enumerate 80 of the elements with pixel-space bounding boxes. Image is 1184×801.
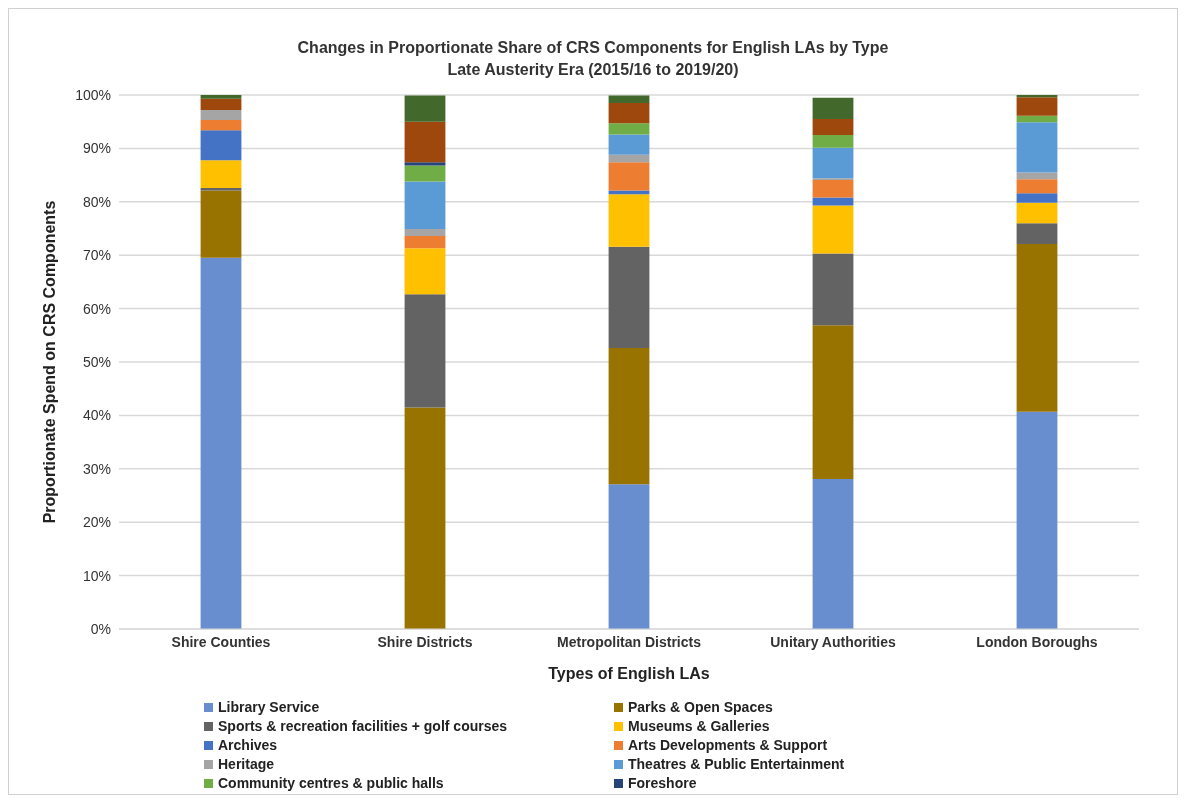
bar bbox=[1016, 172, 1058, 180]
legend-label: Community centres & public halls bbox=[218, 775, 444, 791]
bar bbox=[200, 187, 242, 191]
x-tick-label: Metropolitan Districts bbox=[557, 633, 702, 650]
bar bbox=[404, 229, 446, 236]
bar bbox=[608, 134, 650, 155]
bar bbox=[200, 257, 242, 629]
bar bbox=[200, 95, 242, 99]
bar bbox=[608, 103, 650, 124]
bar bbox=[608, 123, 650, 135]
bar bbox=[1016, 202, 1058, 224]
bar bbox=[1016, 115, 1058, 123]
y-tick-label: 0% bbox=[90, 620, 111, 637]
bar bbox=[608, 484, 650, 629]
bar bbox=[404, 248, 446, 295]
legend-label: Archives bbox=[218, 737, 278, 753]
bar bbox=[812, 325, 854, 479]
legend-label: Sports & recreation facilities + golf courses bbox=[218, 718, 508, 734]
bar bbox=[1016, 193, 1058, 203]
bar bbox=[812, 197, 854, 206]
bar bbox=[608, 162, 650, 191]
y-axis-title: Proportionate Spend on CRS Components bbox=[40, 200, 58, 524]
y-tick-label: 40% bbox=[82, 407, 111, 424]
legend-label: Library Service bbox=[218, 699, 320, 715]
bar bbox=[1016, 179, 1058, 194]
x-axis-title: Types of English LAs bbox=[548, 665, 710, 682]
x-tick-label: Unitary Authorities bbox=[770, 633, 896, 650]
bar bbox=[812, 119, 854, 136]
legend-label: Arts Developments & Support bbox=[628, 737, 828, 753]
bar bbox=[200, 98, 242, 110]
y-tick-label: 30% bbox=[82, 460, 111, 477]
y-tick-label: 80% bbox=[82, 193, 111, 210]
bar bbox=[608, 194, 650, 247]
bar bbox=[812, 205, 854, 254]
bar bbox=[404, 95, 446, 122]
bar bbox=[812, 135, 854, 148]
y-tick-label: 70% bbox=[82, 247, 111, 264]
legend-label: Foreshore bbox=[628, 775, 697, 791]
y-tick-label: 20% bbox=[82, 514, 111, 531]
bar bbox=[404, 407, 446, 629]
legend-label: Parks & Open Spaces bbox=[628, 699, 773, 715]
y-tick-label: 10% bbox=[82, 567, 111, 584]
bar bbox=[812, 253, 854, 326]
bar bbox=[1016, 97, 1058, 116]
bar bbox=[404, 181, 446, 230]
bar bbox=[1016, 223, 1058, 244]
x-tick-label: Shire Counties bbox=[171, 633, 271, 650]
chart-title: Changes in Proportionate Share of CRS Components for English LAs by Type bbox=[296, 38, 890, 58]
bar bbox=[404, 121, 446, 163]
bar bbox=[812, 179, 854, 198]
legend-label: Theatres & Public Entertainment bbox=[628, 756, 845, 772]
bar bbox=[200, 109, 242, 121]
legend-label: Museums & Galleries bbox=[628, 718, 770, 734]
bar bbox=[812, 478, 854, 629]
bar bbox=[1016, 411, 1058, 629]
bar bbox=[200, 160, 242, 188]
y-tick-label: 90% bbox=[82, 140, 111, 157]
y-tick-label: 100% bbox=[75, 86, 111, 103]
bar bbox=[1016, 243, 1058, 412]
y-tick-label: 50% bbox=[82, 353, 111, 370]
bar bbox=[608, 95, 650, 104]
bar bbox=[200, 130, 242, 161]
bar bbox=[1016, 122, 1058, 173]
bar bbox=[812, 147, 854, 179]
bar bbox=[608, 348, 650, 485]
bar bbox=[812, 97, 854, 120]
legend-label: Heritage bbox=[218, 756, 275, 772]
bar bbox=[404, 162, 446, 166]
chart-subtitle: Late Austerity Era (2015/16 to 2019/20) bbox=[446, 60, 740, 80]
bar bbox=[404, 235, 446, 249]
bar bbox=[200, 120, 242, 131]
bar bbox=[404, 294, 446, 408]
bar bbox=[608, 154, 650, 163]
bar bbox=[1016, 95, 1058, 98]
bar bbox=[608, 246, 650, 349]
x-tick-label: London Boroughs bbox=[976, 633, 1098, 650]
y-tick-label: 60% bbox=[82, 300, 111, 317]
bar bbox=[200, 190, 242, 258]
x-tick-label: Shire Districts bbox=[377, 633, 473, 650]
bar bbox=[404, 165, 446, 182]
